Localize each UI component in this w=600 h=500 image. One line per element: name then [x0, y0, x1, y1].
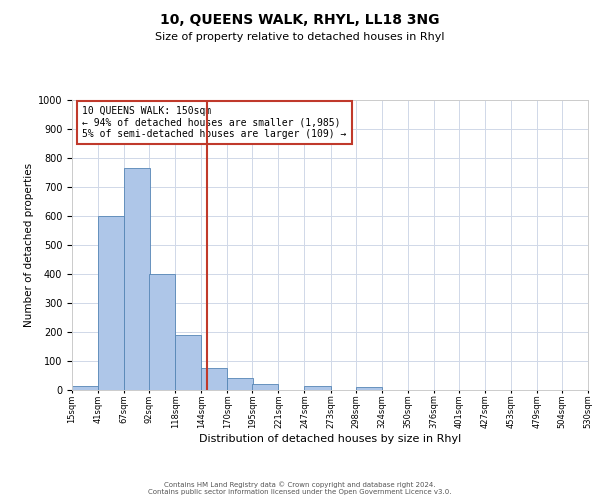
Bar — [356, 387, 382, 390]
Bar — [304, 386, 331, 390]
Bar — [227, 378, 253, 390]
Text: Contains HM Land Registry data © Crown copyright and database right 2024.
Contai: Contains HM Land Registry data © Crown c… — [148, 482, 452, 495]
Bar — [175, 335, 201, 390]
Bar — [98, 216, 124, 390]
Y-axis label: Number of detached properties: Number of detached properties — [23, 163, 34, 327]
Text: 10 QUEENS WALK: 150sqm
← 94% of detached houses are smaller (1,985)
5% of semi-d: 10 QUEENS WALK: 150sqm ← 94% of detached… — [82, 106, 347, 139]
Bar — [124, 168, 150, 390]
Bar — [201, 368, 227, 390]
Text: 10, QUEENS WALK, RHYL, LL18 3NG: 10, QUEENS WALK, RHYL, LL18 3NG — [160, 12, 440, 26]
X-axis label: Distribution of detached houses by size in Rhyl: Distribution of detached houses by size … — [199, 434, 461, 444]
Text: Size of property relative to detached houses in Rhyl: Size of property relative to detached ho… — [155, 32, 445, 42]
Bar — [72, 386, 98, 390]
Bar — [149, 274, 175, 390]
Bar — [253, 384, 278, 390]
